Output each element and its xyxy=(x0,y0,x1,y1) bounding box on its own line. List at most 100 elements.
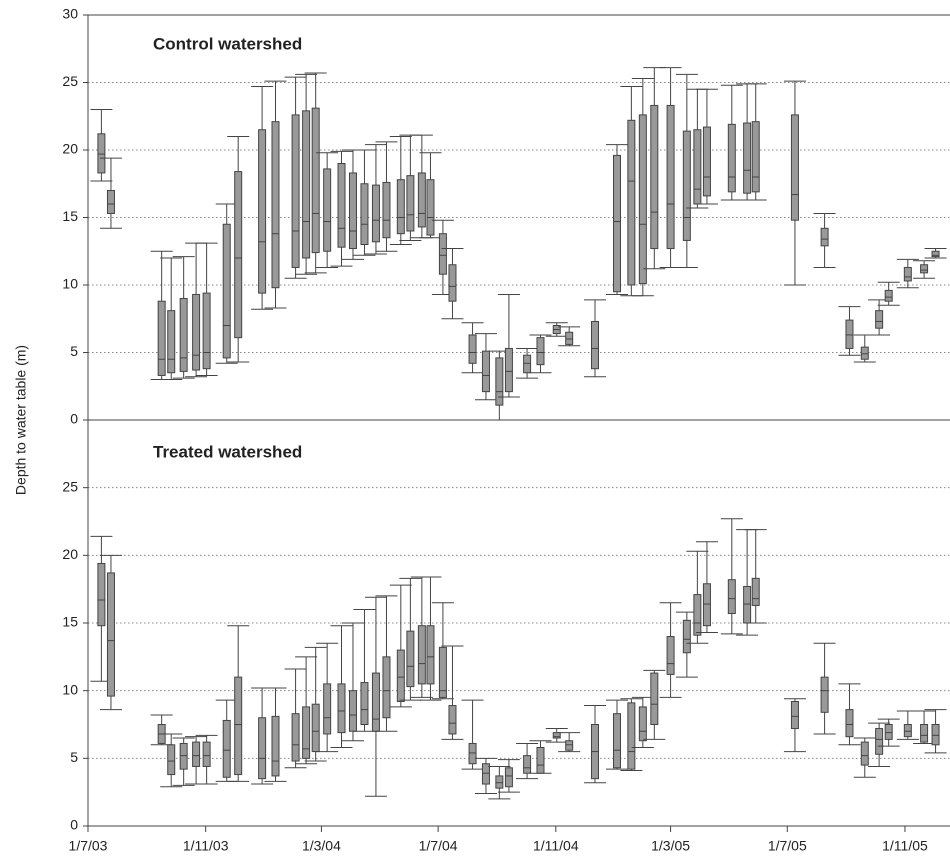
box xyxy=(417,625,426,685)
box xyxy=(743,585,752,624)
box xyxy=(448,264,457,302)
box xyxy=(371,672,380,732)
box xyxy=(536,747,545,774)
box xyxy=(406,175,415,232)
box xyxy=(820,676,829,713)
box xyxy=(106,190,115,214)
box xyxy=(884,724,893,740)
box xyxy=(382,656,391,719)
box xyxy=(311,107,320,254)
box xyxy=(860,346,869,360)
y-tick-label: 15 xyxy=(62,208,78,224)
box xyxy=(234,676,243,776)
x-tick-label: 1/7/04 xyxy=(419,838,458,854)
y-tick-label: 20 xyxy=(62,546,78,562)
box xyxy=(591,320,600,370)
box xyxy=(291,114,300,268)
y-tick-label: 0 xyxy=(70,817,78,833)
box xyxy=(702,583,711,627)
box xyxy=(302,706,311,759)
box xyxy=(222,719,231,778)
box xyxy=(97,133,106,174)
box xyxy=(337,683,346,734)
box xyxy=(468,742,477,765)
box xyxy=(790,114,799,221)
y-tick-label: 15 xyxy=(62,614,78,630)
box xyxy=(613,713,622,769)
x-tick-label: 1/11/03 xyxy=(183,838,229,854)
box xyxy=(348,690,357,732)
box xyxy=(627,119,636,286)
box xyxy=(348,172,357,250)
box xyxy=(627,702,636,770)
box xyxy=(417,172,426,228)
y-tick-label: 5 xyxy=(70,749,78,765)
box xyxy=(271,715,280,777)
box xyxy=(406,630,415,688)
box xyxy=(743,122,752,194)
box xyxy=(311,703,320,753)
box xyxy=(192,293,201,371)
box xyxy=(931,724,940,746)
box xyxy=(666,636,675,675)
box xyxy=(903,266,912,282)
box xyxy=(875,728,884,755)
box xyxy=(438,233,447,275)
x-tick-label: 1/3/04 xyxy=(302,838,341,854)
box xyxy=(931,250,940,258)
y-tick-label: 25 xyxy=(62,73,78,89)
box xyxy=(202,292,211,370)
box xyxy=(613,154,622,293)
panel-title: Treated watershed xyxy=(153,442,302,461)
box xyxy=(323,683,332,735)
box xyxy=(291,713,300,762)
box xyxy=(565,740,574,751)
box xyxy=(426,625,435,685)
box xyxy=(360,682,369,726)
box xyxy=(682,130,691,241)
box xyxy=(382,181,391,239)
y-tick-label: 10 xyxy=(62,681,78,697)
box xyxy=(693,129,702,205)
box xyxy=(438,646,447,698)
box xyxy=(903,724,912,738)
x-tick-label: 1/7/03 xyxy=(69,838,108,854)
y-tick-label: 30 xyxy=(62,6,78,22)
box xyxy=(504,347,513,393)
box xyxy=(302,110,311,259)
x-tick-label: 1/3/05 xyxy=(651,838,690,854)
box xyxy=(426,179,435,236)
box xyxy=(682,619,691,654)
box xyxy=(504,767,513,788)
box xyxy=(234,171,243,339)
box xyxy=(97,562,106,627)
box xyxy=(523,755,532,774)
box xyxy=(552,732,561,739)
box xyxy=(258,129,267,294)
y-tick-label: 5 xyxy=(70,343,78,359)
box xyxy=(323,168,332,252)
box xyxy=(751,121,760,193)
box xyxy=(650,672,659,725)
box xyxy=(751,577,760,606)
box xyxy=(448,705,457,735)
y-tick-label: 0 xyxy=(70,411,78,427)
box xyxy=(179,298,188,372)
box xyxy=(565,331,574,345)
box xyxy=(202,741,211,767)
box xyxy=(845,319,854,349)
box xyxy=(396,649,405,702)
box xyxy=(360,183,369,245)
box xyxy=(920,724,929,743)
box xyxy=(650,104,659,250)
box xyxy=(693,594,702,636)
box xyxy=(192,741,201,767)
box xyxy=(396,179,405,235)
box xyxy=(638,114,647,285)
x-tick-label: 1/11/04 xyxy=(533,838,579,854)
box xyxy=(727,123,736,193)
box xyxy=(536,337,545,366)
box xyxy=(106,572,115,697)
box xyxy=(167,744,176,776)
